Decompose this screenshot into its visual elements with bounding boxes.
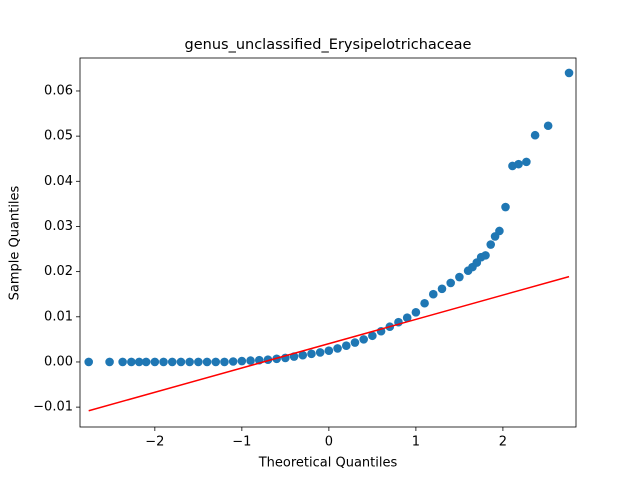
data-point xyxy=(84,357,94,367)
x-axis-label: Theoretical Quantiles xyxy=(258,456,398,471)
data-point xyxy=(228,357,238,366)
data-point xyxy=(411,307,421,317)
data-point xyxy=(514,159,523,169)
data-point xyxy=(486,240,496,249)
data-point xyxy=(446,278,455,288)
y-tick-label: 0.02 xyxy=(44,264,73,279)
data-point xyxy=(185,357,194,367)
data-point xyxy=(194,357,203,367)
chart-title: genus_unclassified_Erysipelotrichaceae xyxy=(185,37,472,53)
data-point xyxy=(211,357,221,367)
x-tick-label: −1 xyxy=(232,435,251,450)
data-point xyxy=(455,272,464,282)
plot-frame xyxy=(79,57,577,428)
x-tick-label: 0 xyxy=(325,435,333,450)
data-point xyxy=(501,202,510,212)
x-tick-label: −2 xyxy=(145,435,164,450)
data-point xyxy=(350,338,360,347)
data-point xyxy=(159,357,168,367)
data-point xyxy=(298,350,308,360)
data-point xyxy=(481,251,490,260)
data-point xyxy=(237,356,247,366)
y-tick-label: 0.01 xyxy=(44,309,73,324)
data-point xyxy=(368,331,377,341)
data-point xyxy=(105,357,114,367)
y-tick-label: 0.06 xyxy=(44,83,73,98)
data-point xyxy=(564,68,574,78)
data-point xyxy=(127,357,136,367)
data-point xyxy=(324,346,334,355)
data-point xyxy=(420,298,429,308)
data-point xyxy=(176,357,186,367)
data-point xyxy=(150,357,160,367)
data-point xyxy=(246,356,255,365)
data-point xyxy=(141,357,151,367)
y-tick-label: 0.05 xyxy=(44,129,73,144)
data-point xyxy=(402,313,412,323)
y-axis-label: Sample Quantiles xyxy=(8,185,23,300)
x-tick-label: 2 xyxy=(499,435,507,450)
data-point xyxy=(118,357,127,367)
x-tick-label: 1 xyxy=(412,435,420,450)
y-tick-label: 0.03 xyxy=(44,219,73,234)
data-point xyxy=(495,226,504,236)
y-tick-label: 0.04 xyxy=(44,174,73,189)
y-tick-label: −0.01 xyxy=(33,400,73,415)
fit-line xyxy=(88,275,570,412)
data-point xyxy=(220,357,229,367)
data-point xyxy=(315,348,325,357)
data-point xyxy=(202,357,212,367)
data-point xyxy=(167,357,177,367)
data-point xyxy=(522,157,531,167)
data-point xyxy=(543,121,553,131)
data-point xyxy=(341,341,351,351)
data-point xyxy=(437,284,447,294)
data-point xyxy=(307,349,316,359)
y-tick-label: 0.00 xyxy=(44,354,73,369)
data-point xyxy=(530,130,540,140)
data-point xyxy=(134,357,144,367)
data-point xyxy=(333,344,342,353)
data-point xyxy=(428,289,438,299)
data-point xyxy=(359,335,368,344)
